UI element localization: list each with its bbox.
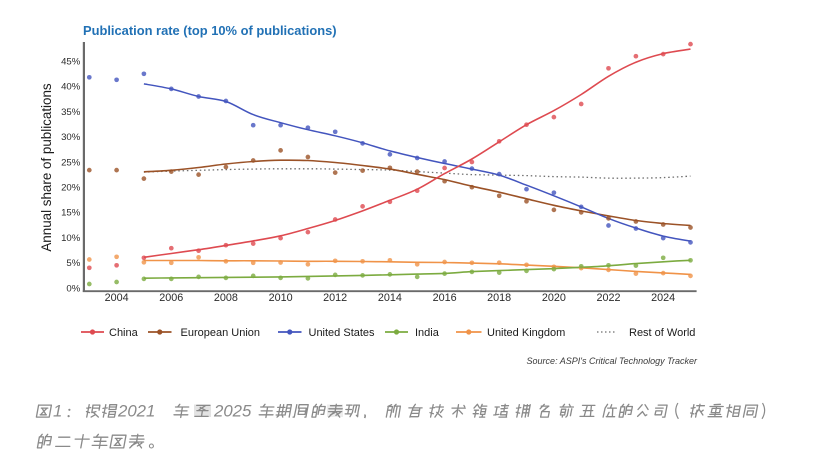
svg-text:China: China bbox=[109, 327, 139, 339]
svg-text:40%: 40% bbox=[61, 82, 81, 93]
svg-text:1: 1 bbox=[53, 402, 62, 421]
svg-text:35%: 35% bbox=[61, 107, 81, 118]
svg-text:5%: 5% bbox=[66, 258, 80, 269]
svg-text:2014: 2014 bbox=[378, 292, 402, 304]
svg-text:Rest of World: Rest of World bbox=[629, 327, 695, 339]
svg-text:15%: 15% bbox=[61, 208, 81, 219]
svg-text:2006: 2006 bbox=[159, 292, 183, 304]
svg-text:Annual share of publications: Annual share of publications bbox=[39, 83, 54, 252]
svg-text:United Kingdom: United Kingdom bbox=[487, 327, 565, 339]
svg-text:30%: 30% bbox=[61, 132, 81, 143]
svg-text:20%: 20% bbox=[61, 183, 81, 194]
svg-text:2008: 2008 bbox=[214, 292, 238, 304]
svg-text:10%: 10% bbox=[61, 233, 81, 244]
svg-text:2016: 2016 bbox=[433, 292, 457, 304]
svg-text:2012: 2012 bbox=[323, 292, 347, 304]
svg-text:25%: 25% bbox=[61, 157, 81, 168]
svg-text:Source: ASPI's Critical Techno: Source: ASPI's Critical Technology Track… bbox=[527, 356, 698, 366]
svg-text:45%: 45% bbox=[61, 57, 81, 68]
svg-text:2018: 2018 bbox=[487, 292, 511, 304]
svg-text:European Union: European Union bbox=[181, 327, 261, 339]
svg-text:2024: 2024 bbox=[651, 292, 675, 304]
svg-text:India: India bbox=[415, 327, 440, 339]
svg-text:Publication rate (top 10% of p: Publication rate (top 10% of publication… bbox=[83, 23, 337, 38]
svg-text:2025: 2025 bbox=[213, 402, 252, 421]
svg-text:2004: 2004 bbox=[105, 292, 129, 304]
svg-text:United States: United States bbox=[309, 327, 376, 339]
svg-text:2021: 2021 bbox=[117, 402, 155, 421]
svg-text:2010: 2010 bbox=[269, 292, 293, 304]
svg-text:0%: 0% bbox=[66, 283, 80, 294]
svg-text:2020: 2020 bbox=[542, 292, 566, 304]
svg-text:2022: 2022 bbox=[596, 292, 620, 304]
